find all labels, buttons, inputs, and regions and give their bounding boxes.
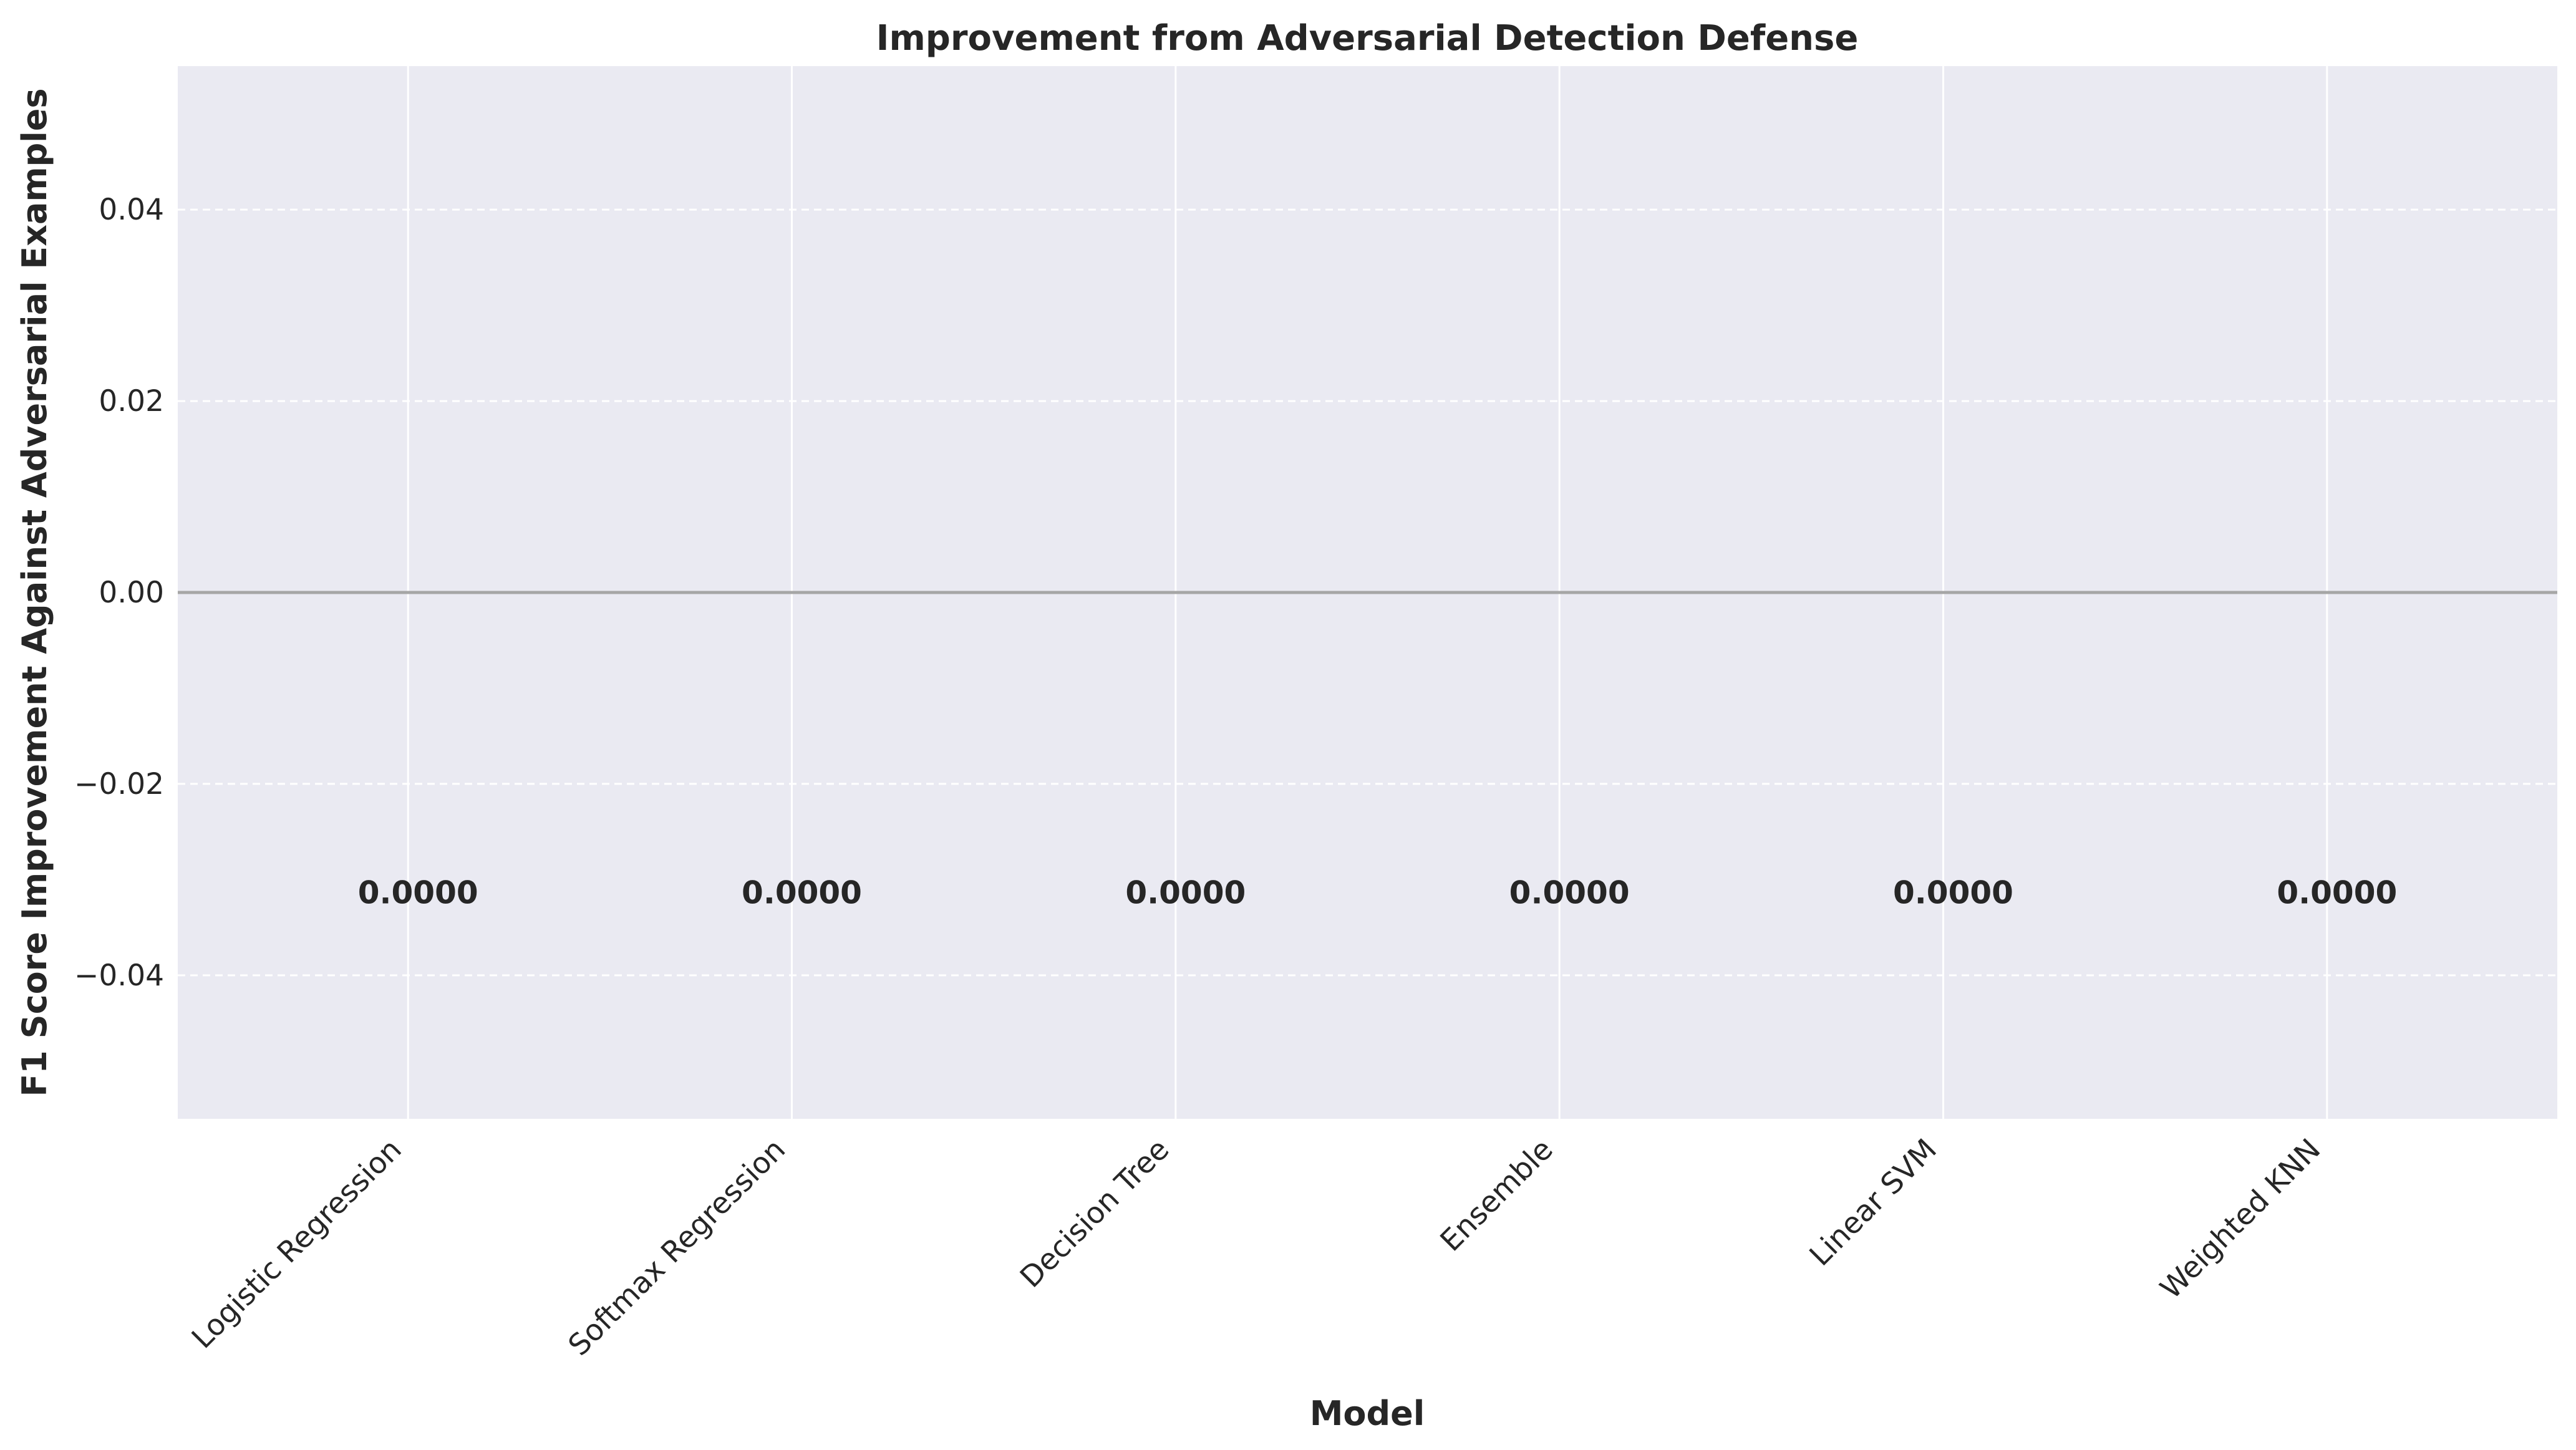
- x-tick-label: Weighted KNN: [2154, 1133, 2327, 1306]
- y-axis-ticks: −0.04 −0.02 0.00 0.02 0.04: [74, 193, 164, 993]
- data-labels: 0.0000 0.0000 0.0000 0.0000 0.0000 0.0000: [358, 875, 2398, 911]
- bar-value-label: 0.0000: [1125, 875, 1246, 911]
- x-tick-label: Linear SVM: [1803, 1133, 1944, 1273]
- y-tick-label: 0.00: [99, 576, 164, 610]
- y-tick-label: −0.02: [74, 767, 164, 801]
- bar-value-label: 0.0000: [742, 875, 862, 911]
- x-tick-label: Logistic Regression: [185, 1133, 409, 1356]
- y-tick-label: 0.04: [99, 193, 164, 227]
- bar-value-label: 0.0000: [358, 875, 478, 911]
- y-axis-label: F1 Score Improvement Against Adversarial…: [15, 88, 54, 1096]
- x-axis-ticks: Logistic Regression Softmax Regression Dec…: [185, 1133, 2327, 1363]
- y-tick-label: −0.04: [74, 959, 164, 993]
- y-tick-label: 0.02: [99, 384, 164, 418]
- x-axis-label: Model: [1310, 1394, 1425, 1433]
- chart-title: Improvement from Adversarial Detection D…: [876, 18, 1859, 59]
- x-tick-label: Decision Tree: [1014, 1133, 1176, 1295]
- bar-value-label: 0.0000: [1893, 875, 2013, 911]
- x-tick-label: Ensemble: [1434, 1133, 1560, 1259]
- bar-value-label: 0.0000: [2277, 875, 2397, 911]
- x-tick-label: Softmax Regression: [562, 1133, 792, 1363]
- bar-value-label: 0.0000: [1509, 875, 1630, 911]
